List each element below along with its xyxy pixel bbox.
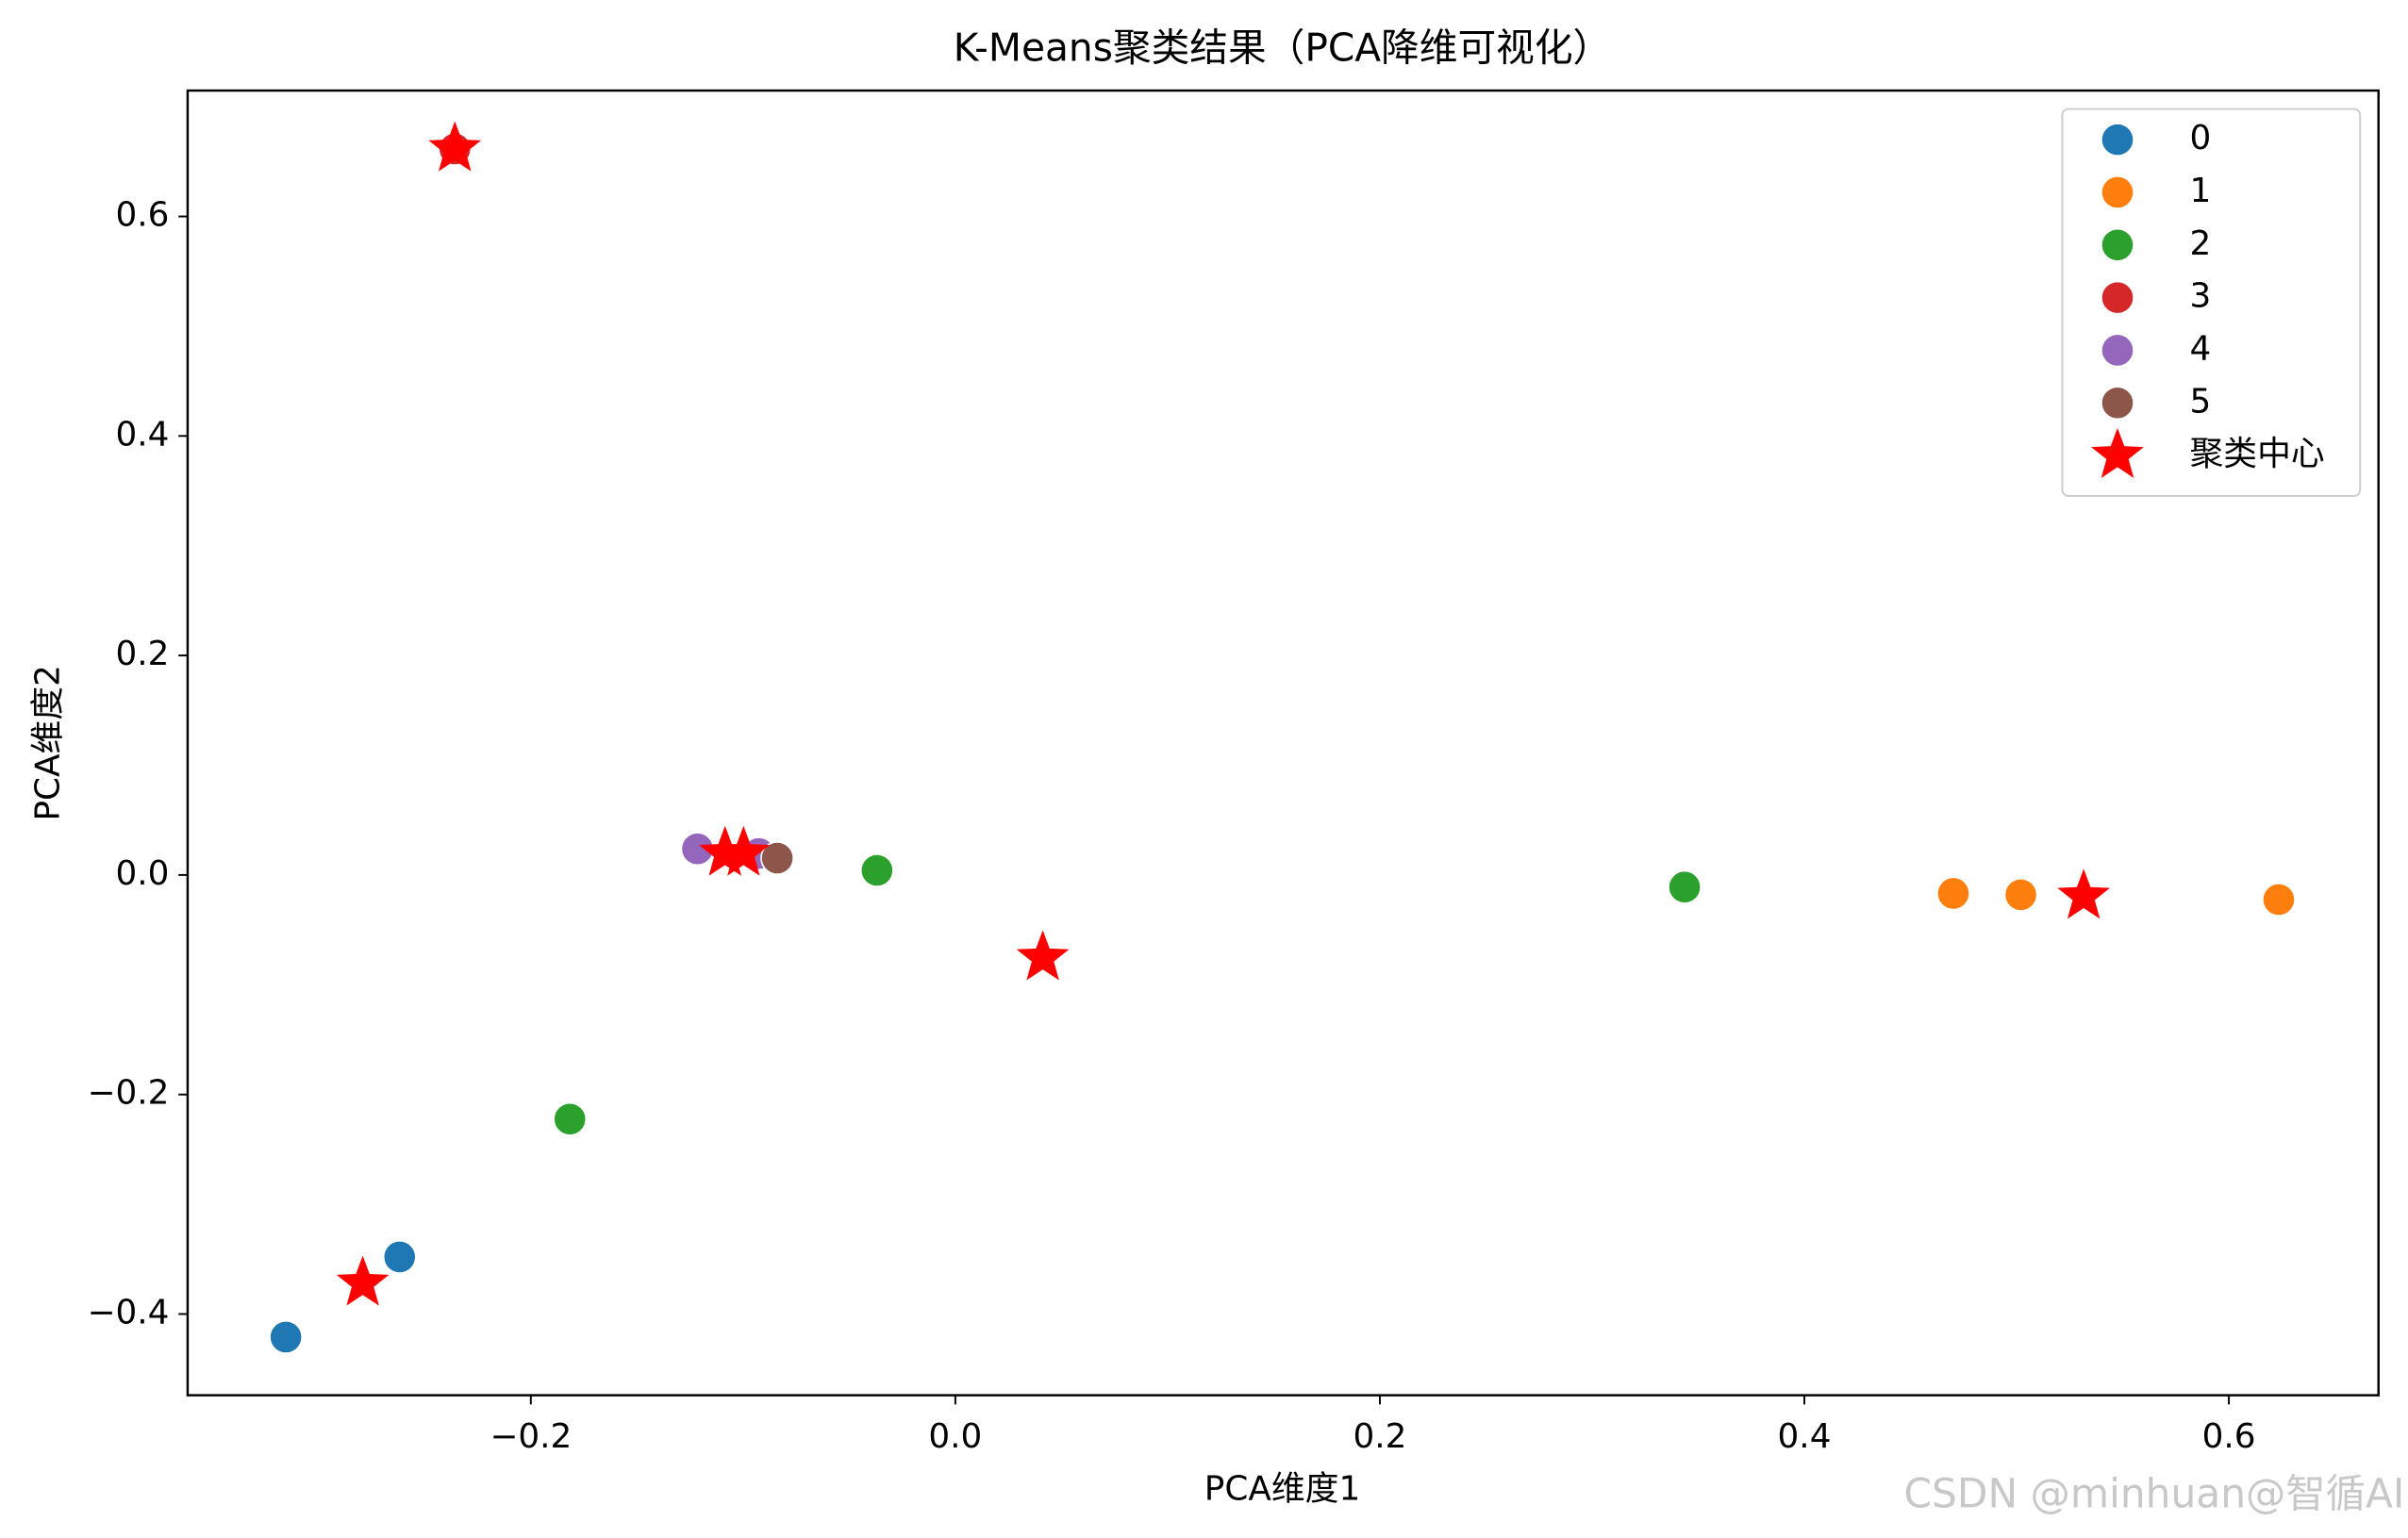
y-tick-label: −0.2 (87, 1074, 169, 1113)
chart-title: K-Means聚类结果（PCA降维可视化） (954, 25, 1611, 71)
legend-label: 4 (2190, 329, 2212, 368)
legend-label: 3 (2190, 277, 2212, 316)
y-tick-label: −0.4 (87, 1293, 169, 1331)
point (1668, 869, 1702, 904)
point (859, 853, 894, 887)
legend-marker (2101, 123, 2134, 157)
legend-marker (2101, 386, 2134, 421)
legend-label: 1 (2190, 172, 2212, 210)
y-tick-label: 0.4 (115, 415, 169, 454)
point (553, 1101, 588, 1136)
y-tick-label: 0.6 (115, 196, 169, 235)
x-tick-label: −0.2 (490, 1417, 572, 1456)
legend-marker (2091, 427, 2144, 478)
y-tick-label: 0.2 (115, 635, 169, 673)
point (2262, 883, 2296, 917)
point (760, 841, 794, 875)
legend-label: 聚类中心 (2190, 435, 2325, 473)
x-tick-label: 0.0 (928, 1417, 982, 1456)
legend-label: 0 (2190, 119, 2212, 157)
x-tick-label: 0.6 (2202, 1417, 2256, 1456)
legend-marker (2101, 280, 2134, 315)
x-axis-label: PCA维度1 (1204, 1470, 1360, 1509)
legend-marker (2101, 333, 2134, 368)
legend-box (2061, 107, 2362, 497)
point (382, 1240, 417, 1274)
point (717, 825, 771, 876)
point (2003, 877, 2038, 912)
legend-label: 2 (2190, 224, 2212, 263)
point (428, 121, 482, 172)
y-axis-label: PCA维度2 (28, 665, 67, 820)
point (2057, 868, 2111, 919)
x-tick-label: 0.4 (1778, 1417, 1832, 1456)
x-tick-label: 0.2 (1353, 1417, 1406, 1456)
watermark: CSDN @minhuan@智循AI (1903, 1471, 2404, 1517)
legend-marker (2101, 175, 2134, 209)
point (1936, 876, 1970, 911)
point (269, 1320, 304, 1354)
legend-label: 5 (2190, 382, 2212, 421)
y-tick-label: 0.0 (115, 854, 169, 893)
legend-marker (2101, 227, 2134, 262)
plot-area (186, 89, 2380, 1397)
point (1016, 930, 1070, 981)
point (336, 1255, 390, 1306)
